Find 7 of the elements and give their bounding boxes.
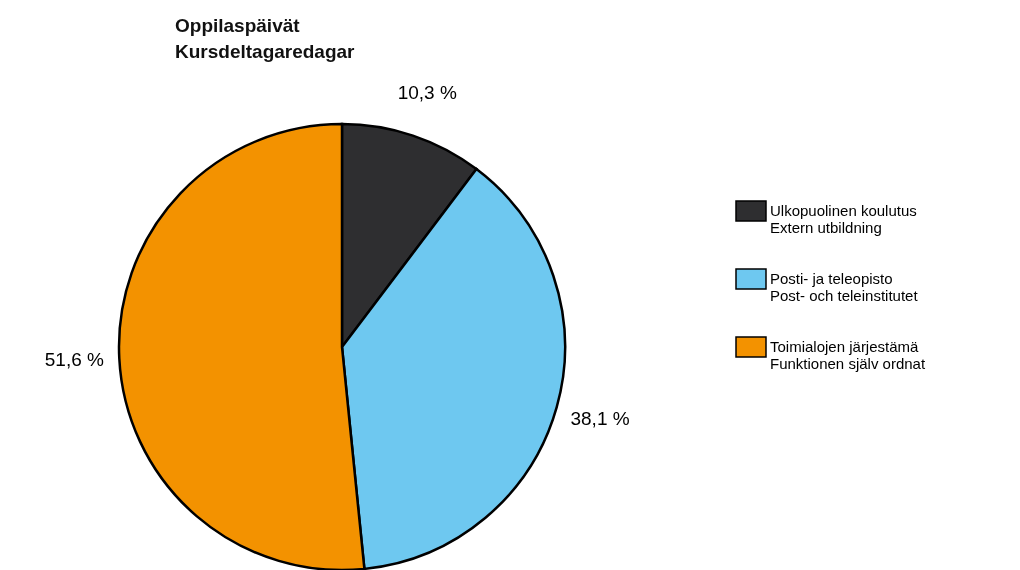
legend-label: Toimialojen järjestämä Funktionen själv ordnat	[770, 338, 926, 372]
chart-title: Oppilaspäivät Kursdeltagaredagar	[175, 15, 356, 62]
legend-label: Ulkopuolinen koulutus Extern utbildning	[770, 202, 917, 236]
legend-label: Posti- ja teleopisto Post- och teleinstitutet	[770, 270, 919, 304]
data-label: 10,3 %	[397, 81, 457, 103]
data-label: 38,1 %	[570, 408, 630, 430]
data-label: 51,6 %	[44, 349, 105, 371]
